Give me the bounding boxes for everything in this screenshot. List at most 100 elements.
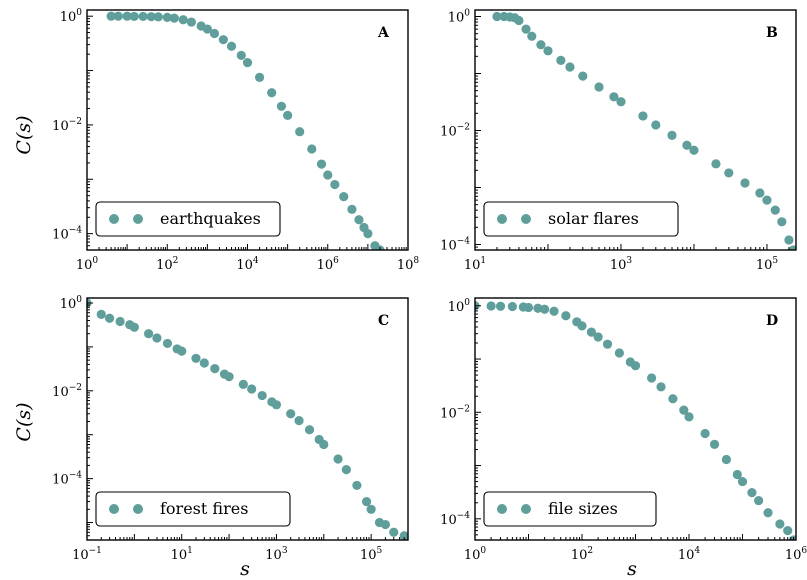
data-point <box>218 35 228 45</box>
data-point <box>210 364 220 374</box>
x-tick-label: 10−1 <box>72 546 102 563</box>
data-point <box>209 28 220 39</box>
data-point <box>536 40 546 50</box>
data-point <box>115 316 125 327</box>
legend-box <box>483 201 679 237</box>
data-point <box>257 390 267 401</box>
data-point <box>556 55 566 65</box>
x-tick-label: 102 <box>571 546 593 563</box>
data-point <box>146 12 156 22</box>
data-point <box>679 405 689 415</box>
legend-marker <box>521 504 531 514</box>
data-point <box>323 170 333 180</box>
data-point <box>514 15 524 26</box>
legend: file sizes <box>483 491 657 527</box>
data-point <box>129 11 139 22</box>
legend: earthquakes <box>95 201 281 237</box>
legend: solar flares <box>483 201 679 237</box>
data-point <box>578 71 588 81</box>
data-point <box>740 178 750 188</box>
legend-marker <box>109 214 119 224</box>
data-point <box>594 82 604 92</box>
data-point <box>96 309 106 319</box>
x-tick-label: 104 <box>236 256 259 273</box>
legend-box <box>95 491 291 527</box>
y-tick-label: 10−2 <box>440 122 470 139</box>
data-point <box>361 496 372 507</box>
legend: forest fires <box>95 491 291 527</box>
data-point <box>271 400 282 410</box>
data-point <box>668 394 678 404</box>
axes-frame <box>86 9 409 251</box>
data-point <box>507 301 517 312</box>
data-point <box>565 62 575 72</box>
data-point <box>295 127 305 137</box>
legend-marker <box>497 214 507 224</box>
legend-marker <box>521 214 531 224</box>
data-point <box>202 24 212 34</box>
data-point <box>651 120 661 130</box>
data-point <box>754 495 764 506</box>
y-tick-label: 10−4 <box>440 511 470 528</box>
data-point <box>366 504 376 514</box>
data-points <box>492 11 796 250</box>
data-point <box>106 11 116 21</box>
legend-box <box>483 491 657 527</box>
data-point <box>689 145 699 155</box>
data-point <box>105 313 115 323</box>
data-point <box>224 372 234 382</box>
data-point <box>755 188 765 198</box>
data-point <box>286 409 296 419</box>
data-point <box>709 439 720 449</box>
data-point <box>178 15 188 25</box>
data-point <box>724 168 734 178</box>
legend-label: earthquakes <box>160 209 261 228</box>
y-tick-label: 100 <box>448 8 471 25</box>
data-point <box>354 215 364 225</box>
data-point <box>527 31 537 41</box>
data-point <box>630 361 641 371</box>
data-point <box>523 302 534 313</box>
y-tick-label: 10−4 <box>52 226 82 243</box>
data-point <box>199 358 209 368</box>
data-point <box>341 465 351 475</box>
data-point <box>616 97 626 107</box>
panel-letter: C <box>378 313 389 329</box>
data-point <box>777 217 787 227</box>
legend-marker <box>109 504 119 514</box>
data-point <box>495 301 506 311</box>
data-point <box>283 110 293 120</box>
data-points <box>475 301 796 540</box>
data-point <box>593 332 603 342</box>
legend-marker <box>133 214 143 224</box>
data-points <box>106 11 385 250</box>
y-tick-label: 10−4 <box>440 236 470 253</box>
data-point <box>549 306 559 316</box>
x-tick-label: 105 <box>756 256 779 273</box>
data-point <box>122 11 132 21</box>
data-point <box>721 454 731 465</box>
x-tick-label: 103 <box>610 256 633 273</box>
data-point <box>543 46 553 56</box>
data-point <box>162 12 172 22</box>
x-tick-label: 106 <box>785 546 807 563</box>
data-point <box>363 229 373 239</box>
y-tick-label: 10−2 <box>52 383 82 400</box>
data-point <box>609 92 619 102</box>
x-tick-label: 101 <box>464 256 486 273</box>
data-point <box>347 204 357 214</box>
data-point <box>614 348 624 358</box>
data-point <box>770 205 780 215</box>
x-tick-label: 105 <box>360 546 383 563</box>
y-axis-title-top: C(s) <box>13 115 35 154</box>
data-point <box>242 58 253 68</box>
x-tick-label: 103 <box>265 546 288 563</box>
data-point <box>186 17 197 27</box>
data-point <box>144 329 154 339</box>
data-point <box>684 412 694 422</box>
data-point <box>177 346 187 356</box>
data-point <box>763 508 773 518</box>
